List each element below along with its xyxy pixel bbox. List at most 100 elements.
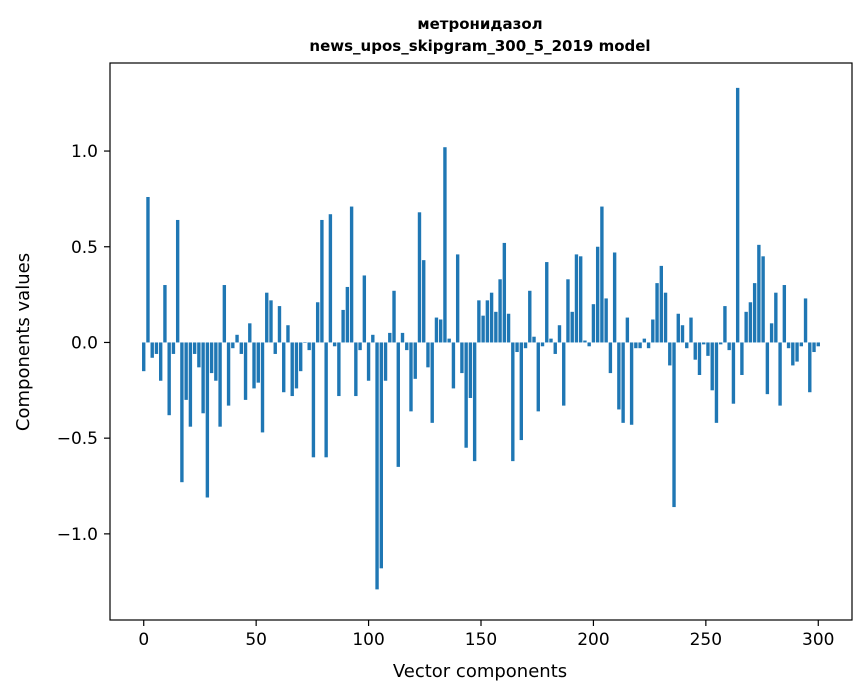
bar — [659, 265, 663, 343]
bar — [638, 342, 642, 349]
bar — [472, 342, 477, 462]
bar — [273, 342, 277, 354]
bar — [519, 342, 523, 441]
bar — [562, 342, 566, 406]
bar — [668, 342, 672, 366]
x-tick-label: 300 — [802, 630, 834, 650]
bar — [375, 342, 379, 590]
bar — [282, 342, 286, 393]
bar — [791, 342, 795, 366]
x-tick-label: 200 — [577, 630, 609, 650]
bar — [604, 298, 608, 343]
bar — [714, 342, 719, 423]
bar — [545, 262, 549, 343]
bar — [142, 342, 146, 372]
bar — [646, 342, 651, 349]
bar — [600, 206, 604, 343]
bar — [417, 212, 422, 343]
bar — [642, 338, 647, 343]
bar — [235, 334, 239, 343]
bar — [748, 302, 753, 343]
bar — [362, 275, 367, 343]
bar — [477, 300, 481, 343]
bar — [778, 342, 782, 406]
bar — [256, 342, 260, 383]
bar — [392, 290, 396, 343]
bar — [761, 256, 765, 343]
bar — [634, 342, 638, 349]
bar — [655, 283, 659, 343]
bar — [328, 214, 333, 343]
chart-title: метронидазол — [417, 15, 542, 33]
bar — [566, 279, 570, 343]
chart-subtitle: news_upos_skipgram_300_5_2019 model — [309, 37, 650, 55]
bar — [159, 342, 163, 381]
bar — [511, 342, 515, 462]
bar — [570, 311, 574, 343]
bar — [481, 315, 485, 343]
bar — [171, 342, 176, 354]
bar — [528, 290, 532, 343]
bar — [744, 311, 748, 343]
y-tick-label: −0.5 — [57, 429, 98, 449]
bar — [663, 292, 668, 343]
bar — [299, 342, 303, 372]
bar — [532, 336, 536, 343]
bar — [676, 313, 680, 343]
bar — [197, 342, 201, 368]
bar — [294, 342, 299, 389]
bar — [621, 342, 625, 423]
bar — [735, 87, 740, 343]
bar — [150, 342, 154, 358]
bar — [540, 342, 545, 347]
bar — [175, 219, 180, 343]
bar — [239, 342, 243, 354]
y-tick-label: 0.0 — [71, 333, 98, 353]
bar — [629, 342, 634, 425]
bar — [799, 342, 803, 347]
bar — [719, 342, 723, 345]
bar — [460, 342, 464, 374]
y-tick-label: 1.0 — [71, 142, 98, 162]
bar — [553, 342, 557, 354]
bar — [324, 342, 328, 458]
bar — [154, 342, 159, 354]
bar — [485, 300, 490, 343]
bar — [371, 334, 375, 343]
bar — [706, 342, 710, 356]
bar — [315, 302, 320, 343]
bar — [205, 342, 210, 498]
bar — [625, 317, 630, 343]
bar — [311, 342, 316, 458]
bar — [307, 342, 311, 351]
bar — [693, 342, 697, 360]
bar — [727, 342, 731, 351]
x-axis-label: Vector components — [393, 661, 567, 682]
bar — [290, 342, 294, 397]
bar — [320, 219, 324, 343]
bar — [180, 342, 184, 483]
bar — [468, 342, 473, 398]
bar — [388, 332, 392, 343]
bar — [697, 342, 702, 375]
bar — [341, 309, 345, 343]
bar — [383, 342, 388, 381]
x-tick-label: 50 — [245, 630, 267, 650]
bar — [413, 342, 417, 379]
bar — [455, 254, 460, 343]
bar — [583, 340, 587, 343]
bar — [608, 342, 613, 374]
bar — [731, 342, 736, 404]
bar — [396, 342, 400, 467]
bar — [464, 342, 468, 448]
bar — [502, 242, 507, 343]
bar — [430, 342, 434, 423]
bar — [451, 342, 456, 389]
plot-frame — [109, 62, 853, 621]
x-axis-ticks: 0 50 100 150 200 250 300 — [138, 620, 834, 650]
bar — [358, 342, 362, 351]
bar — [243, 342, 248, 400]
bar-series — [142, 87, 820, 590]
bar — [672, 342, 676, 508]
bar — [252, 342, 256, 389]
